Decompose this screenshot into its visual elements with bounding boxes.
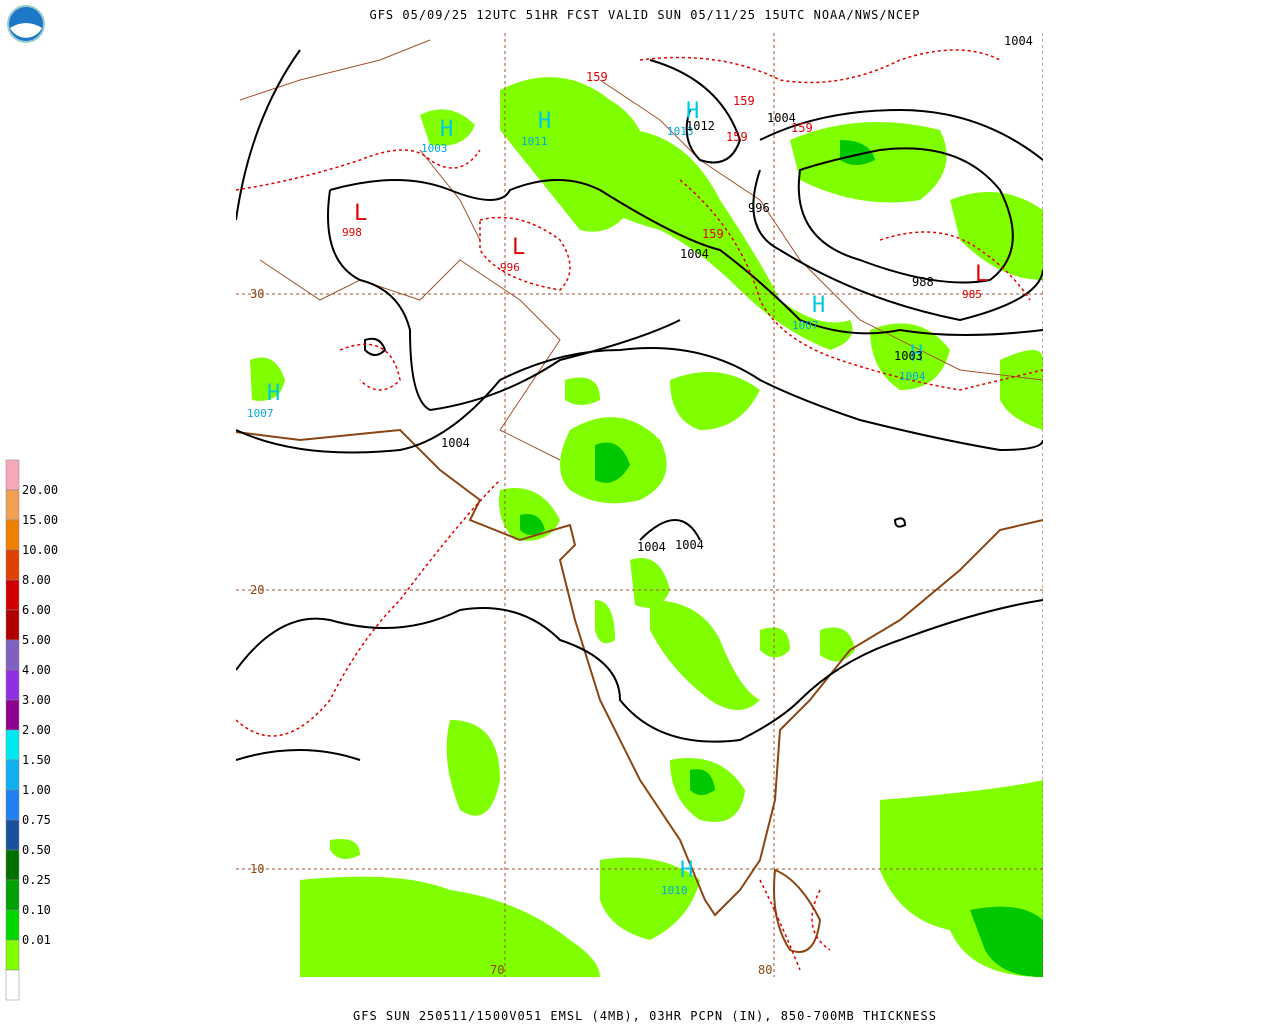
legend-label: 20.00 [22,483,58,497]
legend-label: 5.00 [22,633,51,647]
legend-swatch [5,549,20,581]
high-symbol: H [812,293,825,318]
legend-label: 6.00 [22,603,51,617]
legend-label: 1.00 [22,783,51,797]
isobar-label: 1004 [675,538,704,552]
isobar-label: 1012 [686,119,715,133]
high-value: 1010 [661,884,688,897]
high-value: 1004 [899,370,926,383]
legend-swatch [5,729,20,761]
high-value: 1007 [247,407,274,420]
legend-label: 1.50 [22,753,51,767]
legend-swatch [5,939,20,971]
map-title: GFS 05/09/25 12UTC 51HR FCST VALID SUN 0… [369,8,920,22]
legend-swatch [5,579,20,611]
isobar-label: 1003 [894,349,923,363]
legend-swatch [5,699,20,731]
isobar-label: 996 [748,201,770,215]
low-value: 996 [500,261,520,274]
isobar-label: 1004 [680,247,709,261]
thickness-label: 159 [586,70,608,84]
isobar-label: 1004 [1004,34,1033,48]
isobars [236,49,1043,761]
map-footer: GFS SUN 250511/1500V051 EMSL (4MB), 03HR… [353,1009,937,1023]
legend-swatch [5,849,20,881]
legend-label: 0.10 [22,903,51,917]
high-symbol: H [440,117,453,142]
low-value: 998 [342,226,362,239]
legend-label: 3.00 [22,693,51,707]
isobar-label: 1004 [637,540,666,554]
low-symbol: L [512,235,525,260]
coastline [236,428,1043,917]
longitude-label: 70 [490,963,504,977]
lat-lon-grid [236,33,1043,977]
sri-lanka [773,868,822,953]
longitude-label: 80 [758,963,772,977]
thickness-lines [236,49,1043,971]
legend-swatch [5,969,20,1001]
legend-swatch [5,519,20,551]
high-value: 1007 [792,319,819,332]
map-area [236,33,1043,977]
low-symbol: L [975,262,988,287]
low-symbol: L [354,201,367,226]
legend-swatch [5,789,20,821]
legend-label: 4.00 [22,663,51,677]
high-symbol: H [538,109,551,134]
isobar-label: 1004 [767,111,796,125]
high-value: 1003 [421,142,448,155]
legend-swatch [5,759,20,791]
legend-label: 10.00 [22,543,58,557]
legend-swatch [5,459,20,491]
high-symbol: H [910,342,923,367]
legend-label: 0.50 [22,843,51,857]
legend-swatch [5,879,20,911]
high-value: 1011 [521,135,548,148]
legend: 20.00 15.00 10.00 8.00 6.00 5.00 4.00 3.00 2.00 1… [5,459,58,1001]
legend-swatch [5,639,20,671]
thickness-label: 159 [702,227,724,241]
legend-label: 0.25 [22,873,51,887]
noaa-logo [7,5,45,43]
legend-swatch [5,819,20,851]
latitude-label: 20 [250,583,264,597]
high-symbol: H [686,99,699,124]
thickness-label: 159 [733,94,755,108]
thickness-label: 159 [791,121,813,135]
legend-label: 0.75 [22,813,51,827]
isobar-label: 1004 [441,436,470,450]
low-value: 985 [962,288,982,301]
precipitation-heavy [520,140,1043,977]
thickness-label: 159 [726,130,748,144]
legend-swatch [5,489,20,521]
latitude-label: 10 [250,862,264,876]
legend-swatch [5,609,20,641]
latitude-label: 30 [250,287,264,301]
legend-label: 2.00 [22,723,51,737]
legend-swatch [5,669,20,701]
legend-label: 15.00 [22,513,58,527]
high-value: 1013 [667,125,694,138]
legend-swatch [5,909,20,941]
legend-label: 8.00 [22,573,51,587]
isobar-label: 988 [912,275,934,289]
precipitation [250,77,1043,977]
high-symbol: H [680,858,693,883]
legend-label: 0.01 [22,933,51,947]
borders [239,39,1043,461]
high-symbol: H [267,381,280,406]
